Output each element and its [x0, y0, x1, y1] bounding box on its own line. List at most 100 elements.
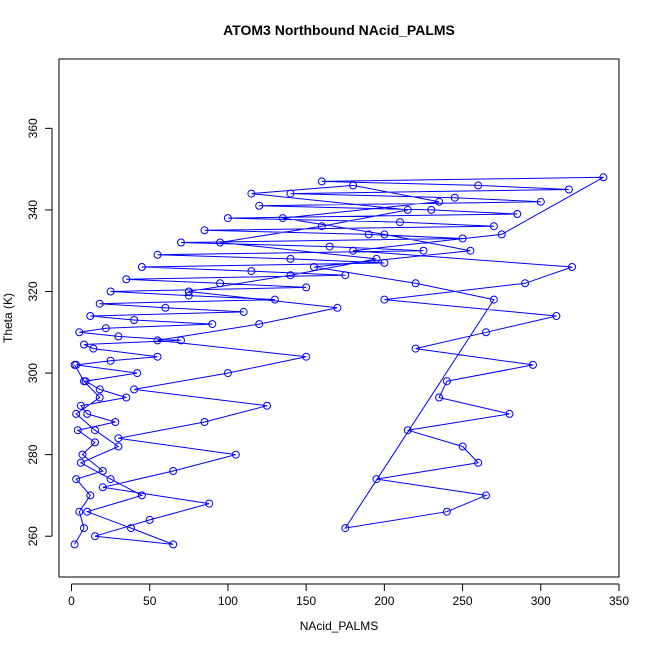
data-point [568, 263, 577, 271]
data-point [70, 540, 79, 549]
data-point [474, 458, 483, 467]
x-tick-label: 150 [296, 594, 316, 608]
data-point [114, 332, 123, 341]
data-point [239, 307, 248, 316]
data-point [101, 324, 110, 333]
data-point [80, 524, 88, 533]
data-point [114, 442, 123, 451]
data-point [458, 234, 467, 243]
data-point [72, 475, 81, 484]
data-point [89, 344, 98, 353]
data-point [411, 344, 420, 353]
data-point [341, 524, 350, 533]
chart-title: ATOM3 Northbound NAcid_PALMS [223, 22, 455, 38]
data-point [427, 205, 436, 214]
data-point [310, 263, 318, 271]
x-tick-label: 0 [68, 594, 75, 608]
data-point [184, 291, 193, 300]
data-point [349, 246, 358, 255]
data-point [442, 377, 451, 386]
data-point [482, 491, 490, 500]
data-point [95, 385, 104, 394]
data-point [302, 352, 311, 361]
data-point [325, 242, 334, 251]
data-point [552, 312, 561, 320]
plot-frame [58, 58, 620, 578]
data-point [442, 507, 451, 516]
data-point [106, 287, 115, 296]
data-point [95, 393, 104, 402]
data-point [200, 226, 209, 235]
y-tick-label: 280 [26, 444, 40, 464]
data-point [247, 267, 256, 276]
data-point [372, 475, 381, 484]
data-point [114, 434, 123, 443]
data-point [403, 205, 412, 214]
data-point [482, 328, 490, 337]
data-point [341, 271, 350, 280]
x-tick-label: 100 [218, 594, 238, 608]
x-tick-label: 350 [609, 594, 629, 608]
data-point [458, 442, 467, 451]
data-point [184, 287, 193, 296]
data-point [380, 230, 389, 239]
x-axis-label: NAcid_PALMS [300, 619, 378, 633]
x-tick-label: 50 [143, 594, 157, 608]
data-point [127, 524, 135, 533]
data-point [497, 230, 506, 239]
data-point [78, 450, 87, 459]
data-point [153, 352, 162, 361]
data-point [106, 475, 115, 484]
data-point [278, 214, 287, 223]
data-point [372, 254, 381, 263]
data-point [76, 401, 85, 410]
data-point [91, 532, 99, 541]
data-point [333, 303, 342, 312]
data-point [73, 426, 82, 435]
x-axis: 0 50 100 150 200 250 300 350 [68, 583, 629, 608]
data-point [489, 295, 498, 304]
data-point [133, 369, 142, 378]
data-point [317, 222, 326, 231]
data-point [223, 369, 232, 378]
y-tick-label: 320 [26, 281, 40, 301]
data-point [317, 177, 326, 186]
data-point [80, 377, 88, 386]
x-tick-label: 300 [531, 594, 551, 608]
data-point [474, 181, 483, 190]
data-point [86, 312, 95, 320]
y-tick-label: 360 [26, 118, 40, 138]
data-point [91, 426, 99, 435]
data-point [130, 316, 139, 324]
data-point [177, 238, 185, 247]
data-point [80, 340, 88, 349]
data-point [396, 218, 404, 227]
data-point [75, 328, 84, 337]
data-point [247, 189, 256, 198]
data-point [505, 409, 514, 418]
data-point [70, 360, 79, 369]
data-point [380, 295, 389, 304]
data-point [83, 507, 92, 516]
y-tick-label: 260 [26, 526, 40, 546]
data-point [466, 246, 475, 255]
data-point [95, 299, 104, 308]
data-point [536, 197, 545, 206]
data-point [98, 483, 107, 492]
data-point [380, 258, 389, 267]
data-point [145, 515, 154, 524]
series-line [74, 176, 604, 545]
data-point [223, 214, 232, 223]
data-point [111, 418, 120, 426]
data-point [200, 418, 209, 426]
data-point [153, 250, 162, 259]
y-axis-label: Theta (K) [1, 293, 15, 343]
data-point [286, 271, 295, 280]
data-point [106, 356, 115, 365]
data-point [169, 467, 178, 475]
data-point [435, 393, 444, 402]
data-point [450, 193, 459, 202]
x-tick-label: 250 [453, 594, 473, 608]
data-point [216, 279, 225, 288]
